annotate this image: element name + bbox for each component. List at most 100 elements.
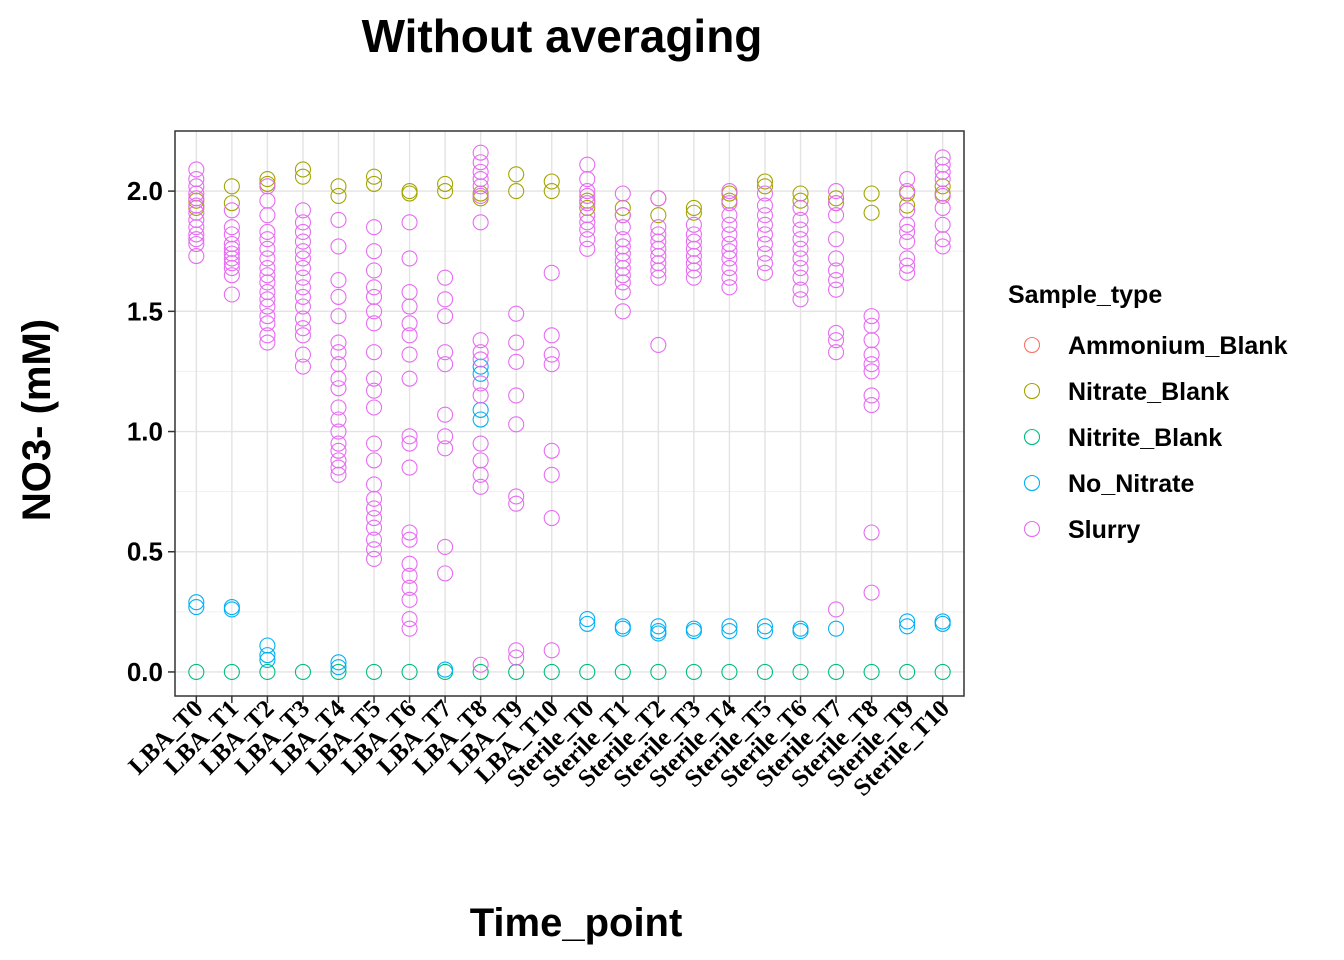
data-point: [863, 204, 880, 221]
data-point: [508, 649, 525, 666]
data-point: [365, 175, 383, 192]
data-point: [401, 284, 418, 301]
data-point: [579, 231, 596, 248]
data-point: [721, 183, 738, 200]
data-point: [543, 173, 560, 190]
data-point: [223, 219, 240, 236]
data-point: [472, 214, 489, 231]
data-point: [365, 490, 383, 507]
legend-key: [1023, 428, 1041, 446]
data-point: [401, 346, 418, 363]
data-point: [330, 435, 347, 452]
legend-label: Ammonium_Blank: [1068, 332, 1288, 360]
data-point: [899, 183, 916, 200]
data-point: [756, 185, 774, 202]
data-point: [828, 207, 845, 224]
data-point: [863, 317, 880, 334]
data-point: [685, 226, 702, 243]
data-point: [756, 216, 774, 233]
data-point: [437, 183, 454, 200]
data-point: [756, 618, 774, 635]
y-tick-label: 0.0: [127, 657, 163, 687]
y-axis: 0.0 0.5 1.0 1.5 2.0: [127, 176, 175, 687]
data-point: [756, 235, 774, 253]
data-point: [401, 524, 418, 541]
data-point: [934, 216, 951, 233]
data-point: [401, 620, 418, 637]
data-point: [188, 197, 205, 214]
data-point: [899, 264, 916, 281]
data-point: [614, 231, 631, 248]
data-point: [401, 611, 418, 628]
data-point: [437, 565, 454, 582]
data-point: [294, 259, 311, 277]
data-point: [330, 654, 347, 671]
data-point: [543, 510, 560, 527]
data-point: [650, 262, 667, 279]
data-point: [472, 332, 489, 349]
data-point: [792, 192, 809, 209]
data-point: [330, 272, 347, 289]
data-point: [543, 442, 560, 459]
data-point: [828, 183, 845, 200]
data-point: [330, 334, 347, 351]
data-point: [259, 291, 276, 308]
panel-border: [174, 130, 965, 697]
data-point: [508, 166, 525, 183]
chart-title: Without averaging: [362, 10, 763, 62]
data-point: [401, 428, 418, 445]
data-point: [685, 255, 702, 272]
data-point: [543, 663, 560, 681]
y-tick-label: 1.5: [127, 296, 163, 326]
data-point: [259, 171, 276, 188]
data-point: [472, 163, 489, 180]
data-point: [294, 223, 311, 241]
x-axis: LBA_T0LBA_T1LBA_T2LBA_T3LBA_T4LBA_T5LBA_…: [124, 695, 955, 802]
data-point: [508, 305, 525, 322]
legend-label: Slurry: [1068, 516, 1140, 544]
data-point: [188, 598, 205, 616]
data-point: [721, 250, 738, 267]
data-point: [792, 291, 809, 308]
data-point: [650, 663, 667, 681]
data-point: [223, 601, 240, 618]
data-point: [863, 663, 880, 681]
data-point: [934, 178, 951, 195]
data-point: [437, 538, 454, 555]
data-point: [650, 240, 667, 257]
data-point: [437, 356, 454, 373]
data-point: [365, 452, 383, 469]
data-point: [863, 332, 880, 349]
data-point: [437, 661, 454, 678]
data-point: [792, 269, 809, 286]
data-point: [330, 211, 347, 229]
data-point: [259, 651, 276, 668]
data-point: [508, 334, 525, 351]
data-point: [401, 327, 418, 344]
data-point: [650, 207, 667, 224]
data-point: [650, 233, 667, 250]
data-point: [650, 226, 667, 243]
data-point: [863, 185, 880, 202]
data-point: [756, 663, 774, 681]
data-point: [294, 168, 311, 185]
data-point: [828, 324, 845, 342]
data-point: [259, 250, 276, 267]
legend-label: Nitrite_Blank: [1068, 424, 1222, 452]
data-point: [259, 308, 276, 325]
data-point: [330, 442, 347, 459]
y-tick-label: 1.0: [127, 417, 163, 447]
data-point: [579, 663, 596, 681]
data-point: [188, 235, 205, 253]
data-point: [437, 440, 454, 457]
data-point: [579, 199, 596, 216]
data-point: [863, 584, 880, 601]
data-point: [934, 187, 951, 204]
data-point: [899, 223, 916, 241]
data-point: [472, 411, 489, 428]
data-point: [472, 351, 489, 368]
data-point: [472, 358, 489, 375]
data-point: [223, 259, 240, 277]
data-point: [330, 288, 347, 305]
data-point: [472, 171, 489, 188]
